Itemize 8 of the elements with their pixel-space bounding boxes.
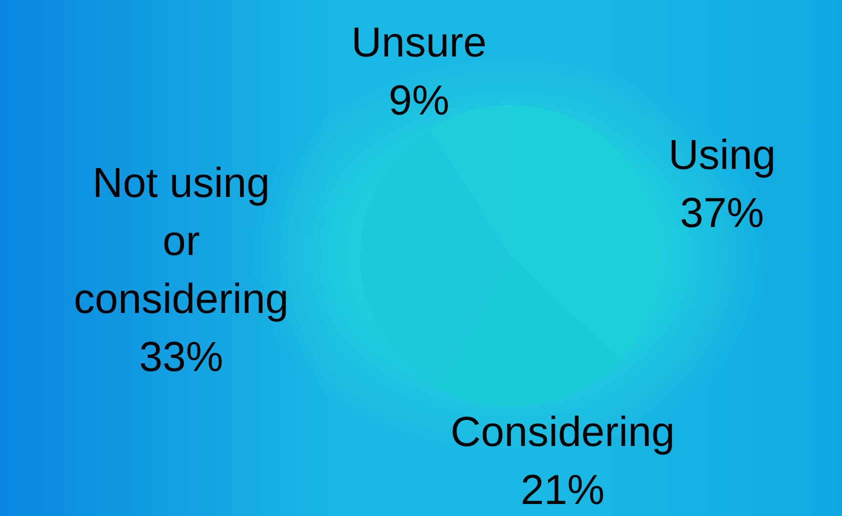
- slice-label: Not using or considering: [74, 158, 289, 322]
- data-label: 21%: [520, 466, 605, 514]
- slice-label: Using: [668, 131, 776, 178]
- slice-label: Considering: [450, 408, 675, 456]
- data-label: 33%: [139, 332, 224, 380]
- data-label: 9%: [388, 76, 450, 124]
- data-label: 37%: [680, 189, 764, 236]
- slice-label: Unsure: [351, 18, 487, 66]
